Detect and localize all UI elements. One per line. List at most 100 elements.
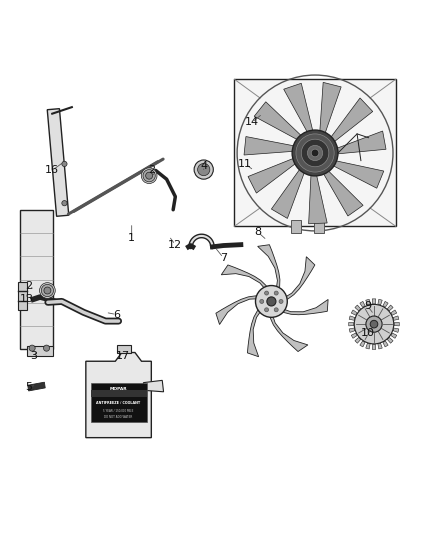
Text: 6: 6 bbox=[113, 310, 120, 319]
Circle shape bbox=[29, 345, 35, 351]
Circle shape bbox=[146, 172, 152, 179]
Polygon shape bbox=[244, 136, 303, 155]
Text: 7: 7 bbox=[220, 253, 227, 263]
Circle shape bbox=[265, 308, 268, 312]
Text: 8: 8 bbox=[255, 228, 262, 237]
Circle shape bbox=[354, 304, 394, 344]
Bar bbox=[291, 220, 301, 233]
Bar bbox=[314, 220, 324, 233]
Polygon shape bbox=[319, 164, 363, 216]
Circle shape bbox=[62, 200, 67, 206]
Circle shape bbox=[366, 316, 382, 332]
Bar bbox=[47, 109, 69, 216]
Text: 11: 11 bbox=[238, 159, 252, 169]
Bar bbox=[91, 390, 147, 397]
Polygon shape bbox=[248, 155, 303, 193]
Polygon shape bbox=[355, 337, 361, 343]
Polygon shape bbox=[360, 301, 365, 308]
Text: 3: 3 bbox=[30, 351, 37, 361]
Polygon shape bbox=[328, 131, 386, 155]
Circle shape bbox=[62, 161, 67, 166]
Polygon shape bbox=[355, 305, 361, 311]
Text: 14: 14 bbox=[245, 117, 259, 127]
Polygon shape bbox=[28, 382, 45, 391]
Text: 9: 9 bbox=[364, 301, 371, 311]
Polygon shape bbox=[393, 316, 399, 320]
Circle shape bbox=[296, 134, 334, 172]
Text: 1: 1 bbox=[128, 233, 135, 243]
Polygon shape bbox=[309, 165, 327, 224]
Polygon shape bbox=[394, 322, 399, 326]
Polygon shape bbox=[366, 343, 370, 349]
Bar bbox=[20, 210, 53, 350]
Polygon shape bbox=[269, 311, 308, 352]
Text: 12: 12 bbox=[168, 240, 182, 249]
Polygon shape bbox=[278, 300, 328, 314]
Polygon shape bbox=[281, 257, 315, 302]
Circle shape bbox=[41, 285, 53, 297]
Circle shape bbox=[43, 345, 49, 351]
Text: 17: 17 bbox=[116, 351, 130, 361]
Bar bbox=[234, 79, 396, 227]
Polygon shape bbox=[254, 102, 308, 144]
Polygon shape bbox=[325, 98, 373, 148]
Polygon shape bbox=[349, 316, 355, 320]
Polygon shape bbox=[372, 299, 376, 304]
Polygon shape bbox=[393, 328, 399, 333]
Circle shape bbox=[267, 297, 276, 306]
Circle shape bbox=[198, 164, 210, 176]
Text: 5: 5 bbox=[25, 382, 32, 392]
Circle shape bbox=[279, 300, 283, 303]
Polygon shape bbox=[391, 310, 397, 315]
Circle shape bbox=[301, 139, 329, 167]
Polygon shape bbox=[216, 296, 262, 325]
Polygon shape bbox=[247, 306, 263, 357]
Polygon shape bbox=[319, 83, 341, 142]
Bar bbox=[18, 282, 27, 310]
Polygon shape bbox=[325, 159, 384, 188]
Bar bbox=[91, 383, 147, 422]
Bar bbox=[117, 345, 131, 353]
Polygon shape bbox=[272, 161, 307, 219]
Text: 10: 10 bbox=[360, 328, 374, 338]
Text: 16: 16 bbox=[45, 165, 59, 175]
Circle shape bbox=[274, 308, 278, 312]
Polygon shape bbox=[378, 299, 382, 305]
Text: DO NOT ADD WATER: DO NOT ADD WATER bbox=[104, 415, 133, 419]
Polygon shape bbox=[372, 344, 376, 350]
Circle shape bbox=[39, 282, 55, 298]
Polygon shape bbox=[351, 310, 357, 315]
Circle shape bbox=[370, 320, 378, 328]
Text: 2: 2 bbox=[25, 281, 33, 291]
Text: MOPAR: MOPAR bbox=[110, 387, 127, 391]
Text: 5 YEAR / 150,000 MILE: 5 YEAR / 150,000 MILE bbox=[103, 409, 134, 413]
Polygon shape bbox=[383, 341, 388, 347]
Text: 2: 2 bbox=[148, 165, 155, 175]
Text: ANTIFREEZE / COOLANT: ANTIFREEZE / COOLANT bbox=[96, 401, 141, 405]
Circle shape bbox=[143, 169, 155, 182]
Polygon shape bbox=[144, 381, 163, 392]
Circle shape bbox=[141, 168, 157, 183]
Polygon shape bbox=[366, 299, 370, 305]
Circle shape bbox=[311, 149, 319, 157]
Polygon shape bbox=[284, 83, 315, 140]
Circle shape bbox=[260, 300, 264, 303]
Circle shape bbox=[44, 287, 51, 294]
Polygon shape bbox=[351, 333, 357, 338]
Polygon shape bbox=[378, 343, 382, 349]
Text: 4: 4 bbox=[200, 161, 207, 171]
Polygon shape bbox=[383, 301, 388, 308]
Circle shape bbox=[274, 291, 278, 295]
Bar bbox=[27, 346, 53, 356]
Polygon shape bbox=[221, 265, 270, 292]
Circle shape bbox=[307, 146, 323, 160]
Polygon shape bbox=[349, 328, 355, 333]
Circle shape bbox=[292, 130, 338, 176]
Polygon shape bbox=[258, 245, 280, 293]
Polygon shape bbox=[387, 305, 393, 311]
Polygon shape bbox=[349, 322, 354, 326]
Polygon shape bbox=[391, 333, 397, 338]
Polygon shape bbox=[360, 341, 365, 347]
Circle shape bbox=[255, 286, 287, 317]
Circle shape bbox=[265, 291, 268, 295]
